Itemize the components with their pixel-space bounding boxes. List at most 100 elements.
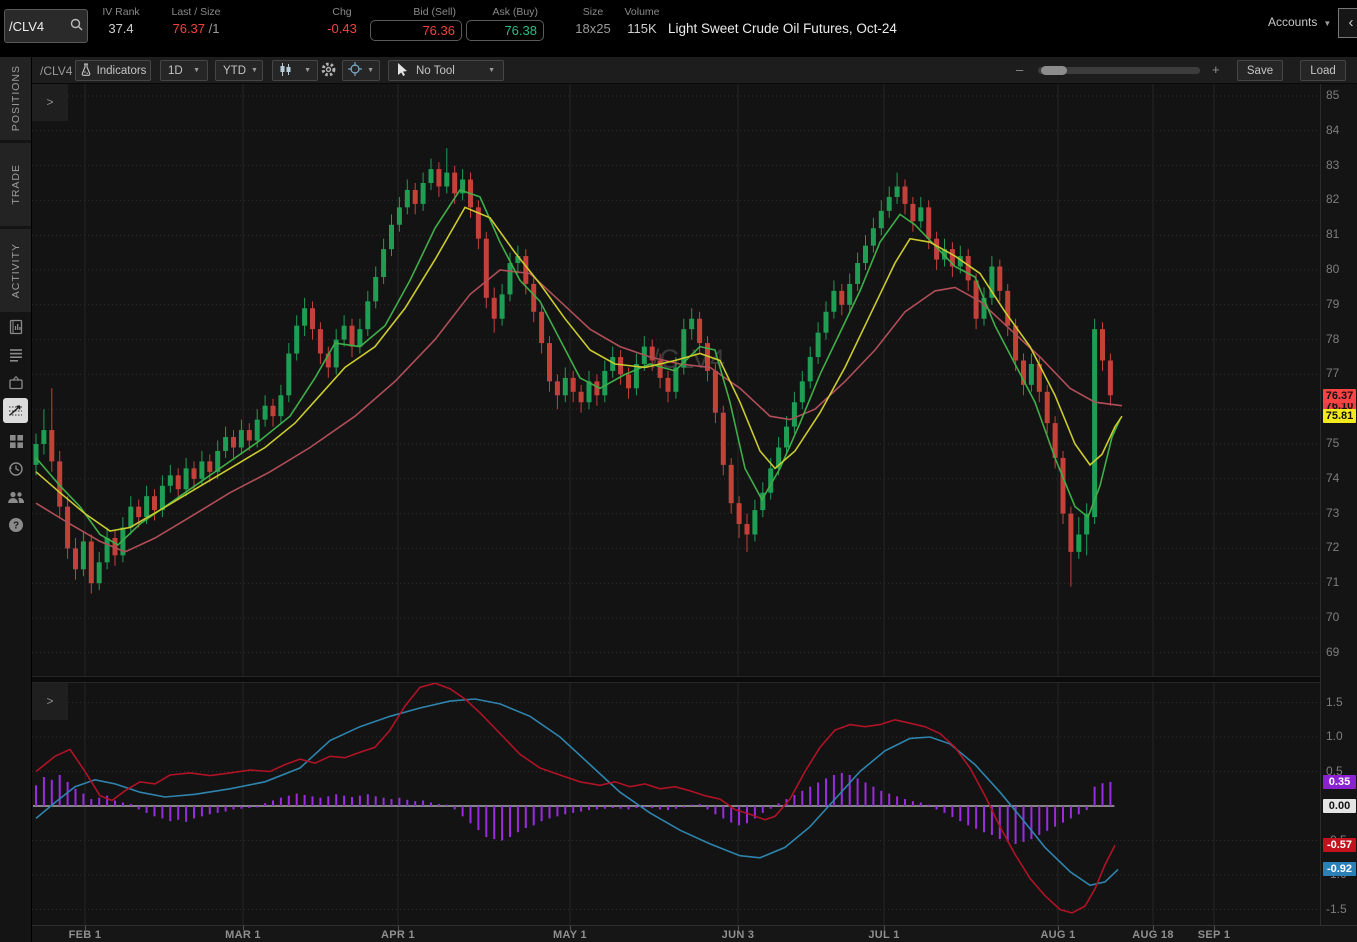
search-icon — [70, 18, 83, 36]
dashboard-grid-icon[interactable] — [0, 429, 32, 453]
price-tick-label: 85 — [1326, 88, 1340, 102]
monitor-icon[interactable] — [0, 371, 32, 395]
panel-divider[interactable] — [32, 676, 1320, 683]
chevron-down-icon: ▼ — [1323, 19, 1332, 28]
indicator-value-label: -0.92 — [1323, 862, 1356, 877]
iv-rank-field: IV Rank 37.4 — [92, 6, 150, 37]
sidebar-tab-activity[interactable]: ACTIVITY — [0, 229, 31, 312]
history-clock-icon[interactable] — [0, 457, 32, 481]
zoom-out-button[interactable]: – — [1016, 62, 1024, 77]
indicator-fast-line — [35, 682, 1116, 914]
price-tick-label: 72 — [1326, 540, 1340, 555]
chg-label: Chg — [332, 6, 352, 18]
indicator-panel-canvas[interactable] — [32, 682, 1320, 925]
price-tick-label: 69 — [1326, 644, 1340, 659]
price-chart-canvas[interactable]: /CLV4 — [32, 84, 1320, 676]
indicator-histogram — [35, 772, 1112, 844]
sidebar-tab-trade[interactable]: TRADE — [0, 143, 31, 226]
ask-field: Ask (Buy) 76.38 — [466, 6, 544, 41]
size-label: Size — [582, 6, 604, 18]
size-field: Size 18x25 — [568, 6, 618, 37]
time-axis-label: FEB 1 — [68, 929, 102, 941]
time-axis[interactable]: FEB 1 MAR 1 APR 1 MAY 1 JUN 3 JUL 1 AUG 1 AUG 1… — [32, 925, 1357, 942]
indicator-value-label: 0.35 — [1323, 774, 1356, 789]
chart-symbol-label: /CLV4 — [40, 64, 73, 78]
price-tick-label: 81 — [1326, 227, 1340, 242]
ask-button[interactable]: 76.38 — [466, 20, 544, 41]
time-axis-tick — [570, 926, 571, 930]
drawing-tool-dropdown[interactable]: No Tool ▼ — [388, 60, 504, 81]
accounts-dropdown[interactable]: Accounts ▼ — [1268, 15, 1332, 29]
ledger-icon[interactable] — [0, 315, 32, 339]
price-tick-label: 84 — [1326, 122, 1340, 137]
candlestick-icon — [279, 62, 292, 79]
time-axis-tick — [1214, 926, 1215, 930]
collapse-panel-button[interactable]: ‹ — [1338, 8, 1357, 38]
iv-rank-label: IV Rank — [102, 6, 140, 18]
users-icon[interactable] — [0, 485, 32, 509]
grid-lines — [32, 683, 1320, 925]
size-value: 18x25 — [575, 21, 611, 36]
svg-text:?: ? — [13, 521, 19, 532]
price-line-label: 76.37 — [1323, 389, 1356, 404]
symbol-search-input[interactable] — [9, 13, 67, 39]
indicator-svg — [32, 682, 1320, 925]
last-size-field: Last / Size 76.37 /1 — [148, 6, 244, 37]
bid-label: Bid (Sell) — [413, 6, 456, 18]
watchlist-icon[interactable] — [0, 343, 32, 367]
bid-field: Bid (Sell) 76.36 — [370, 6, 462, 41]
chevron-left-icon: ‹ — [1348, 14, 1354, 31]
indicators-button[interactable]: Indicators — [75, 60, 151, 81]
range-dropdown[interactable]: YTD ▼ — [215, 60, 263, 81]
quote-header: IV Rank 37.4 Last / Size 76.37 /1 Chg -0… — [0, 0, 1357, 57]
crosshair-dropdown[interactable]: ▼ — [342, 60, 380, 81]
chevron-down-icon: ▼ — [193, 67, 200, 74]
chevron-down-icon: ▼ — [488, 67, 495, 74]
iv-rank-value: 37.4 — [108, 21, 134, 36]
save-button[interactable]: Save — [1237, 60, 1283, 81]
volume-label: Volume — [624, 6, 660, 18]
price-tick-label: 74 — [1326, 470, 1340, 485]
time-axis-label: MAY 1 — [553, 929, 587, 941]
load-button[interactable]: Load — [1300, 60, 1346, 81]
lower-panel-expander[interactable]: > — [32, 683, 68, 720]
time-axis-tick — [1058, 926, 1059, 930]
zoom-in-button[interactable]: + — [1212, 62, 1220, 77]
time-axis-tick — [85, 926, 86, 930]
volume-field: Volume 115K — [618, 6, 666, 37]
time-axis-tick — [398, 926, 399, 930]
indicator-value-label: -0.57 — [1323, 838, 1356, 853]
bid-button[interactable]: 76.36 — [370, 20, 462, 41]
last-size-value: 76.37 /1 — [172, 21, 220, 36]
flask-icon — [80, 62, 92, 79]
gear-icon — [320, 62, 337, 82]
upper-panel-expander[interactable]: > — [32, 84, 68, 121]
time-axis-label: APR 1 — [381, 929, 415, 941]
price-tick-label: 80 — [1326, 262, 1340, 276]
timeframe-dropdown[interactable]: 1D ▼ — [160, 60, 208, 81]
indicator-tick-label: 1.5 — [1326, 694, 1343, 709]
time-axis-tick — [738, 926, 739, 930]
time-axis-label: AUG 1 — [1040, 929, 1076, 941]
cursor-arrow-icon — [397, 62, 408, 79]
chart-type-dropdown[interactable]: ▼ — [272, 60, 318, 81]
chart-settings-button[interactable] — [320, 61, 337, 83]
chevron-down-icon: ▼ — [304, 67, 311, 74]
price-axis[interactable]: 85848382818079787776757473727170691.51.0… — [1320, 84, 1357, 925]
price-tick-label: 73 — [1326, 505, 1340, 520]
time-axis-tick — [1153, 926, 1154, 930]
help-icon[interactable]: ? — [0, 513, 32, 537]
chart-tab-icon[interactable] — [3, 398, 28, 423]
price-tick-label: 79 — [1326, 296, 1340, 311]
time-axis-label: MAR 1 — [225, 929, 261, 941]
zoom-slider-handle[interactable] — [1041, 66, 1067, 75]
sidebar-tab-positions[interactable]: POSITIONS — [0, 57, 31, 140]
time-axis-label: JUN 3 — [721, 929, 755, 941]
time-axis-tick — [884, 926, 885, 930]
symbol-search-box[interactable] — [4, 9, 88, 43]
indicator-tick-label: 0.5 — [1326, 763, 1343, 778]
zoom-slider[interactable] — [1038, 66, 1200, 75]
price-line-label: 75.81 — [1323, 408, 1356, 423]
time-axis-tick — [243, 926, 244, 930]
price-tick-label: 70 — [1326, 610, 1340, 624]
